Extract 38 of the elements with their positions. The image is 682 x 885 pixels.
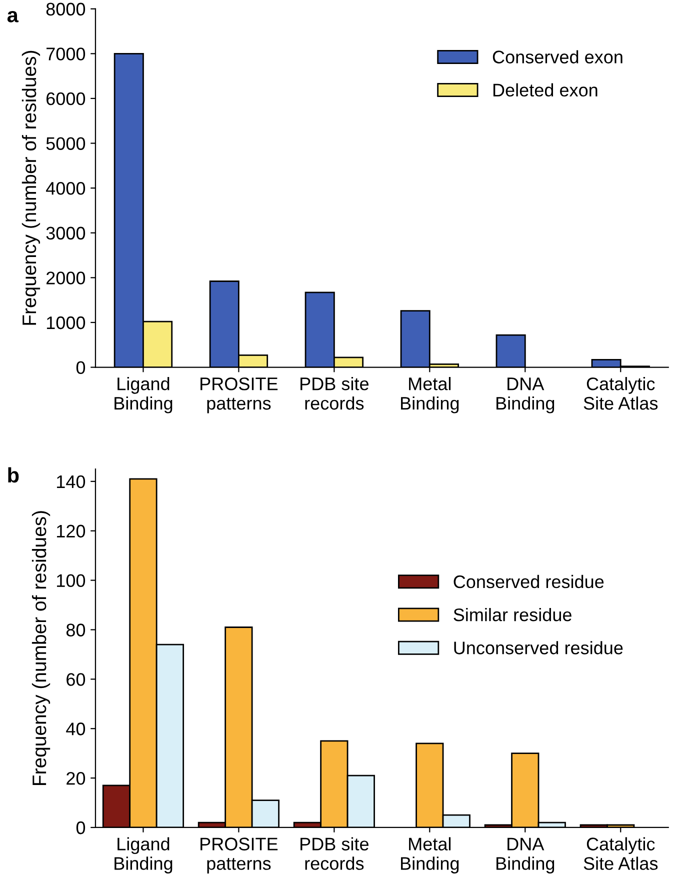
y-tick-label: 80 [66,624,86,636]
y-tick-label: 3000 [46,226,86,240]
legend-label: Conserved residue [454,574,604,588]
x-tick-label: Ligand Binding [114,837,172,874]
x-tick-label: Metal Binding [401,837,459,874]
x-tick-label: Catalytic Site Atlas [584,376,658,410]
y-tick-label: 140 [57,475,86,488]
legend-label: Similar residue [454,608,572,622]
y-tick-label: 7000 [46,48,86,60]
x-tick-label: PROSITE patterns [200,377,278,414]
legend-label: Conserved exon [492,50,622,64]
y-tick-label: 60 [66,673,86,686]
y-tick-label: 6000 [46,92,86,106]
text: b [8,467,19,483]
x-tick-label: PROSITE patterns [200,838,278,874]
x-tick-label: Metal Binding [401,376,459,414]
y-tick-label: 2000 [46,272,86,284]
legend-label: Deleted exon [493,83,598,97]
x-tick-label: Catalytic Site Atlas [584,837,658,870]
x-tick-label: PDB site records [300,837,368,870]
legend-label: Unconserved residue [454,641,623,654]
y-tick-label: 120 [57,524,86,538]
y-tick-label: 40 [66,722,86,736]
y-tick-label: 0 [76,821,86,834]
y-axis-title: Frequency (number of residues) [32,511,50,785]
y-tick-label: 8000 [46,2,86,16]
y-tick-label: 5000 [46,137,86,150]
x-tick-label: PDB site records [300,376,368,410]
text: a [7,10,19,22]
y-tick-label: 1000 [46,316,86,330]
x-tick-label: DNA Binding [496,838,554,874]
x-tick-label: DNA Binding [496,378,554,414]
y-tick-label: 20 [66,772,86,785]
y-axis-title: Frequency (number of residues) [22,50,40,325]
y-tick-label: 100 [57,574,86,588]
x-tick-label: Ligand Binding [114,376,172,414]
y-tick-label: 0 [76,361,86,374]
y-tick-label: 4000 [46,182,86,195]
